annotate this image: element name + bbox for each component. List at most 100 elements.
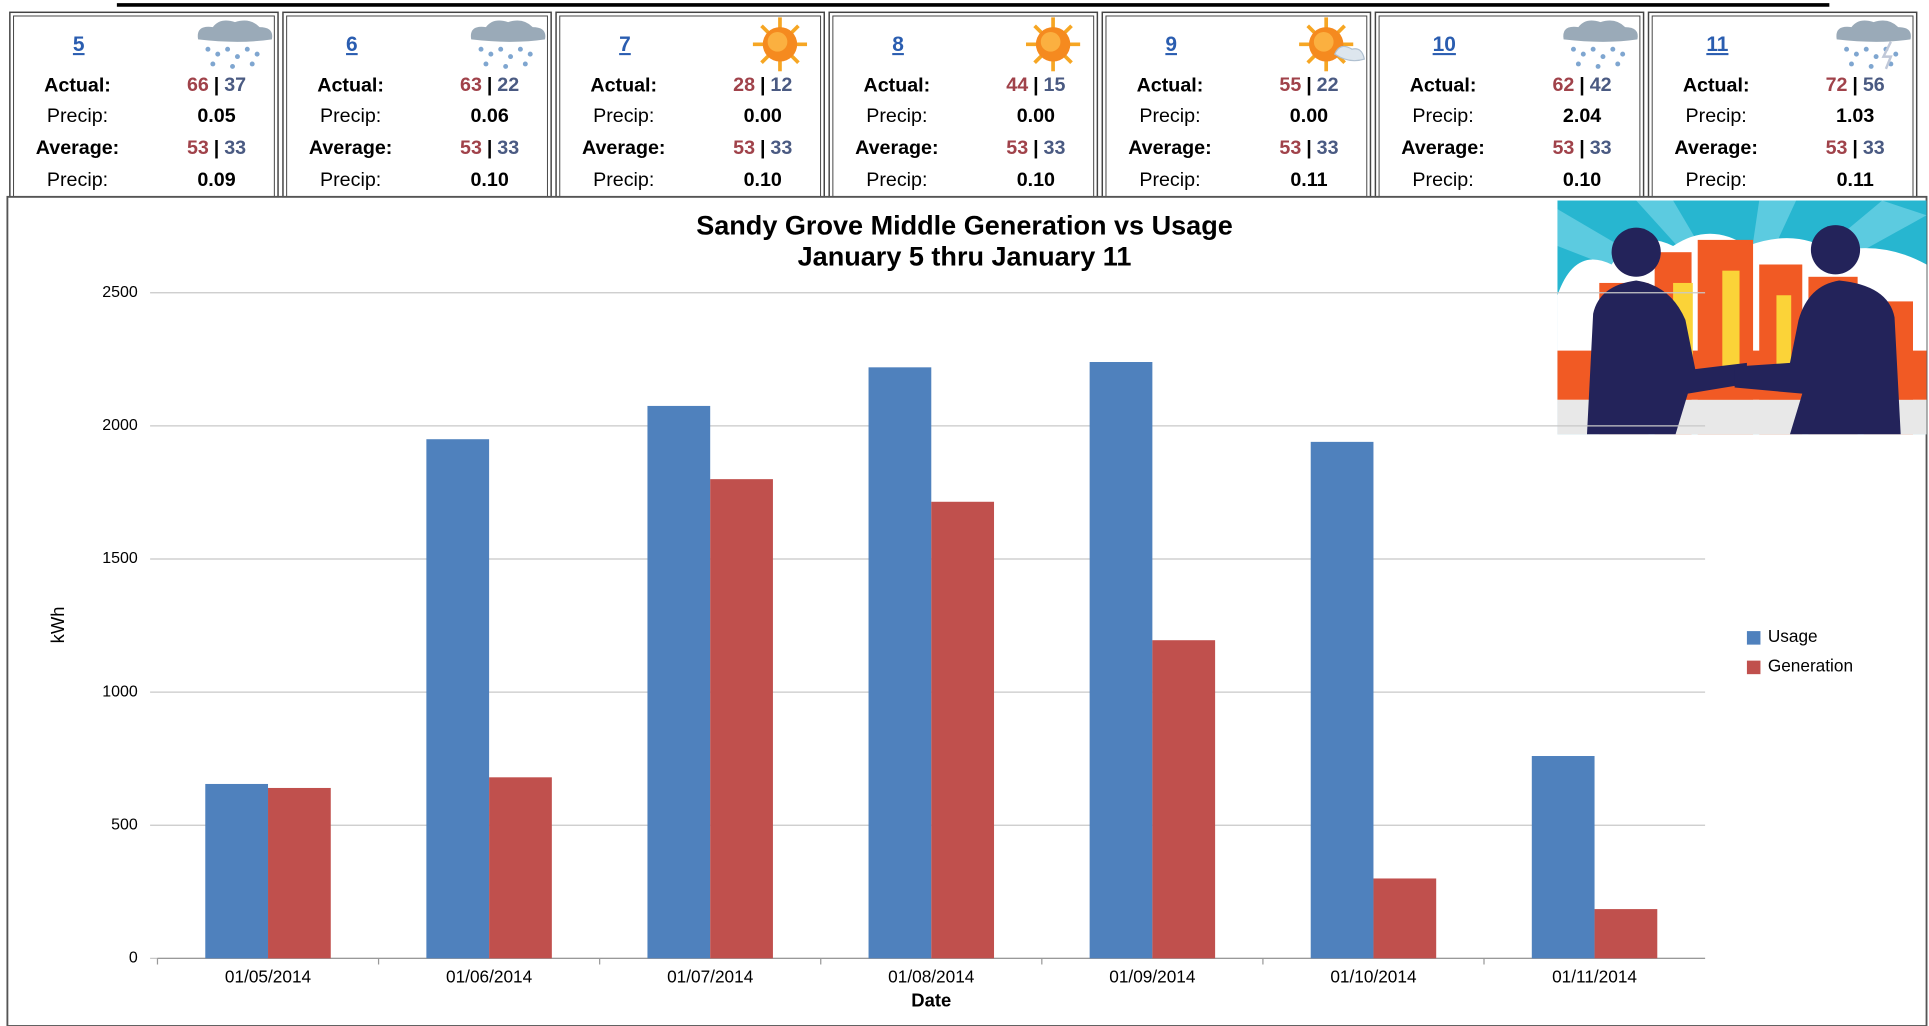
bar <box>1594 909 1658 959</box>
day-link[interactable]: 5 <box>73 33 85 56</box>
chart-subtitle: January 5 thru January 11 <box>798 241 1132 271</box>
bar <box>1310 441 1374 959</box>
bar <box>710 479 773 959</box>
precip-value: 0.00 <box>1290 105 1328 127</box>
x-tick-label: 01/11/2014 <box>1552 967 1637 987</box>
y-tick-label: 2000 <box>102 417 138 434</box>
row-label: Average: <box>1401 137 1484 159</box>
legend-swatch <box>1746 660 1761 675</box>
row-label: Actual: <box>590 74 657 96</box>
separator: | <box>1579 74 1585 96</box>
temp-pair: 72 | 56 <box>1826 74 1885 96</box>
bar <box>1531 756 1595 959</box>
row-label: Precip: <box>47 105 108 127</box>
bar-chart: Sandy Grove Middle Generation vs Usage J… <box>47 211 1853 1011</box>
temp-pair: 28 | 12 <box>733 74 792 96</box>
temp-low: 15 <box>1044 74 1066 96</box>
temp-low: 12 <box>770 74 792 96</box>
bar <box>931 501 995 959</box>
bar <box>868 367 932 959</box>
row-label: Average: <box>36 137 119 159</box>
temp-low: 33 <box>1044 137 1066 159</box>
temp-low: 42 <box>1590 74 1612 96</box>
row-label: Average: <box>1128 137 1211 159</box>
legend-label: Usage <box>1768 626 1818 646</box>
row-label: Actual: <box>864 74 931 96</box>
temp-high: 55 <box>1279 74 1301 96</box>
row-label: Precip: <box>1412 105 1473 127</box>
row-label: Precip: <box>866 169 927 191</box>
separator: | <box>1033 137 1039 159</box>
y-tick-label: 2500 <box>102 284 138 301</box>
bar <box>1089 362 1153 959</box>
temp-low: 37 <box>224 74 246 96</box>
separator: | <box>760 137 766 159</box>
day-link[interactable]: 7 <box>619 33 631 56</box>
temp-pair: 63 | 22 <box>460 74 519 96</box>
row-label: Actual: <box>44 74 111 96</box>
temp-high: 53 <box>1552 137 1574 159</box>
separator: | <box>214 137 220 159</box>
precip-value: 0.09 <box>197 169 235 191</box>
y-tick-label: 1000 <box>102 683 138 700</box>
row-label: Precip: <box>1686 169 1747 191</box>
temp-pair: 55 | 22 <box>1279 74 1338 96</box>
temp-low: 33 <box>497 137 519 159</box>
legend-swatch <box>1746 631 1761 645</box>
row-label: Precip: <box>866 105 927 127</box>
day-link[interactable]: 8 <box>892 33 904 56</box>
day-link[interactable]: 6 <box>346 33 358 56</box>
x-tick-label: 01/05/2014 <box>225 967 312 987</box>
y-tick-label: 500 <box>111 816 138 833</box>
temp-low: 33 <box>1863 137 1885 159</box>
separator: | <box>1579 137 1585 159</box>
temp-high: 66 <box>187 74 209 96</box>
temp-low: 33 <box>1590 137 1612 159</box>
row-label: Precip: <box>1139 169 1200 191</box>
separator: | <box>487 74 493 96</box>
row-label: Precip: <box>1686 105 1747 127</box>
precip-value: 0.06 <box>470 105 508 127</box>
legend-label: Generation <box>1768 655 1853 675</box>
row-label: Precip: <box>47 169 108 191</box>
temp-pair: 44 | 15 <box>1006 74 1065 96</box>
precip-value: 0.10 <box>470 169 508 191</box>
precip-value: 0.05 <box>197 105 235 127</box>
precip-value: 0.10 <box>744 169 782 191</box>
temp-low: 22 <box>1317 74 1339 96</box>
row-label: Actual: <box>1137 74 1204 96</box>
bar <box>426 439 490 959</box>
precip-value: 0.00 <box>744 105 782 127</box>
weather-cell <box>1374 11 1645 198</box>
illustration <box>1557 200 1927 435</box>
x-tick-label: 01/07/2014 <box>667 967 754 987</box>
x-axis-label: Date <box>911 989 951 1010</box>
bar <box>489 777 552 959</box>
temp-low: 33 <box>770 137 792 159</box>
row-label: Average: <box>582 137 665 159</box>
y-tick-label: 1500 <box>102 550 138 567</box>
temp-low: 33 <box>224 137 246 159</box>
precip-value: 0.11 <box>1290 169 1327 191</box>
temp-high: 53 <box>460 137 482 159</box>
row-label: Precip: <box>1139 105 1200 127</box>
temp-low: 56 <box>1863 74 1885 96</box>
y-tick-label: 0 <box>129 950 138 967</box>
row-label: Average: <box>309 137 392 159</box>
temp-low: 33 <box>1317 137 1339 159</box>
separator: | <box>1033 74 1039 96</box>
temp-high: 44 <box>1006 74 1028 96</box>
temp-pair: 62 | 42 <box>1552 74 1611 96</box>
day-link[interactable]: 11 <box>1706 33 1728 56</box>
row-label: Actual: <box>1410 74 1477 96</box>
day-link[interactable]: 9 <box>1165 33 1177 56</box>
day-link[interactable]: 10 <box>1433 33 1456 56</box>
separator: | <box>487 137 493 159</box>
temp-high: 62 <box>1552 74 1574 96</box>
x-tick-label: 01/09/2014 <box>1109 967 1196 987</box>
precip-value: 2.04 <box>1563 105 1601 127</box>
precip-value: 0.00 <box>1017 105 1055 127</box>
bar <box>205 783 269 959</box>
